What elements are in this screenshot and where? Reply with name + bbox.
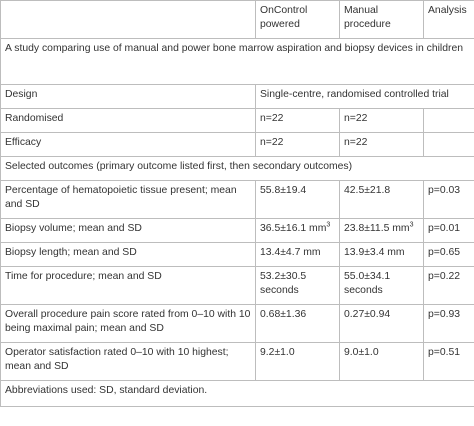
oncontrol-value: 36.5±16.1 mm3: [255, 218, 340, 243]
row-label: Efficacy: [0, 132, 256, 157]
table-row: Randomised n=22 n=22: [0, 108, 474, 133]
footer-row: Abbreviations used: SD, standard deviati…: [0, 380, 474, 407]
header-cell-empty: [0, 0, 256, 39]
manual-value-text: 23.8±11.5 mm: [344, 223, 410, 234]
header-cell-oncontrol: OnControl powered: [255, 0, 340, 39]
selected-outcomes-label: Selected outcomes (primary outcome liste…: [0, 156, 474, 181]
manual-value: 42.5±21.8: [339, 180, 424, 219]
analysis-value: [423, 132, 474, 157]
header-cell-manual: Manual procedure: [339, 0, 424, 39]
row-label: Randomised: [0, 108, 256, 133]
row-label: Percentage of hematopoietic tissue prese…: [0, 180, 256, 219]
analysis-value: p=0.65: [423, 242, 474, 267]
oncontrol-value: n=22: [255, 132, 340, 157]
table-row: Biopsy length; mean and SD 13.4±4.7 mm 1…: [0, 242, 474, 267]
manual-value: n=22: [339, 132, 424, 157]
manual-value: 13.9±3.4 mm: [339, 242, 424, 267]
oncontrol-value: 13.4±4.7 mm: [255, 242, 340, 267]
oncontrol-value: 9.2±1.0: [255, 342, 340, 381]
table-row: Biopsy volume; mean and SD 36.5±16.1 mm3…: [0, 218, 474, 243]
manual-value: 9.0±1.0: [339, 342, 424, 381]
table-row: Time for procedure; mean and SD 53.2±30.…: [0, 266, 474, 305]
analysis-value: p=0.03: [423, 180, 474, 219]
analysis-value: p=0.22: [423, 266, 474, 305]
abbreviations-note: Abbreviations used: SD, standard deviati…: [0, 380, 474, 407]
row-label: Biopsy length; mean and SD: [0, 242, 256, 267]
design-row: Design Single-centre, randomised control…: [0, 84, 474, 109]
oncontrol-value-text: 36.5±16.1 mm: [260, 223, 327, 234]
table-row: Efficacy n=22 n=22: [0, 132, 474, 157]
row-label: Overall procedure pain score rated from …: [0, 304, 256, 343]
manual-value: n=22: [339, 108, 424, 133]
table-row: Percentage of hematopoietic tissue prese…: [0, 180, 474, 219]
row-label: Time for procedure; mean and SD: [0, 266, 256, 305]
manual-value: 0.27±0.94: [339, 304, 424, 343]
table-row: Operator satisfaction rated 0–10 with 10…: [0, 342, 474, 381]
selected-outcomes-row: Selected outcomes (primary outcome liste…: [0, 156, 474, 181]
header-row: OnControl powered Manual procedure Analy…: [0, 0, 474, 39]
analysis-value: p=0.01: [423, 218, 474, 243]
study-title: A study comparing use of manual and powe…: [0, 38, 474, 85]
analysis-value: p=0.93: [423, 304, 474, 343]
table-row: Overall procedure pain score rated from …: [0, 304, 474, 343]
row-label: Biopsy volume; mean and SD: [0, 218, 256, 243]
oncontrol-value: 53.2±30.5 seconds: [255, 266, 340, 305]
manual-value: 55.0±34.1 seconds: [339, 266, 424, 305]
row-label: Operator satisfaction rated 0–10 with 10…: [0, 342, 256, 381]
analysis-value: p=0.51: [423, 342, 474, 381]
manual-value: 23.8±11.5 mm3: [339, 218, 424, 243]
design-label: Design: [0, 84, 256, 109]
oncontrol-value: n=22: [255, 108, 340, 133]
study-table: OnControl powered Manual procedure Analy…: [0, 0, 474, 407]
analysis-value: [423, 108, 474, 133]
header-cell-analysis: Analysis: [423, 0, 474, 39]
design-value: Single-centre, randomised controlled tri…: [255, 84, 474, 109]
study-title-row: A study comparing use of manual and powe…: [0, 38, 474, 85]
unit-superscript: 3: [409, 221, 414, 229]
unit-superscript: 3: [326, 221, 331, 229]
oncontrol-value: 0.68±1.36: [255, 304, 340, 343]
oncontrol-value: 55.8±19.4: [255, 180, 340, 219]
